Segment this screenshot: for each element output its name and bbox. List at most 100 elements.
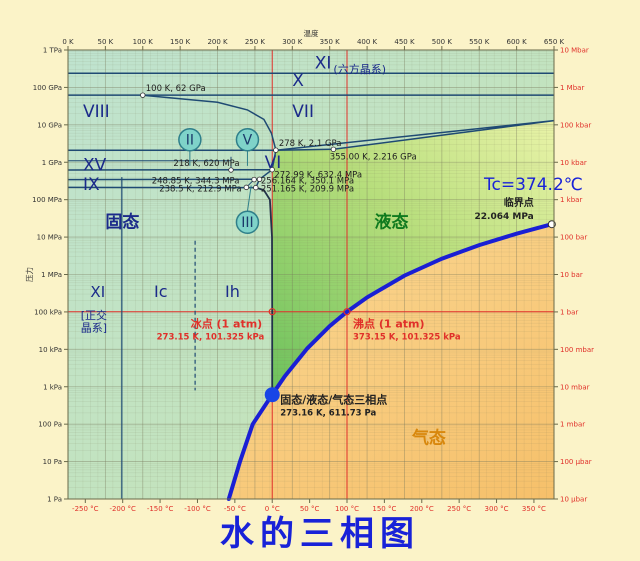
phase-point <box>256 176 263 183</box>
top-axis-tick-label: 650 K <box>544 38 565 46</box>
right-axis-tick-label: 1 bar <box>560 308 578 316</box>
phase-point <box>273 147 279 153</box>
right-axis-tick-label: 100 μbar <box>560 458 592 466</box>
phase-label-gas: 气态 <box>411 428 446 449</box>
vaporization-curve <box>226 222 554 501</box>
phase-label-xi-low-note1: [正交 <box>81 308 107 322</box>
phase-label-vi: VI <box>265 153 282 173</box>
top-axis-tick-label: 0 K <box>62 38 74 46</box>
phase-point <box>243 184 250 191</box>
background-layer <box>68 50 554 499</box>
critical-point-title: 临界点 <box>504 196 534 209</box>
boiling-point-marker <box>343 308 351 316</box>
phase-label-ih: Ih <box>225 282 240 301</box>
bottom-axis-tick-label: 50 °C <box>300 505 320 513</box>
right-axis-tick-label: 10 kbar <box>560 159 587 167</box>
right-axis-tick-label: 1 Mbar <box>560 84 584 92</box>
gas-region <box>68 224 554 499</box>
bottom-axis-tick-label: 250 °C <box>447 505 471 513</box>
boiling-point-title: 沸点 (1 atm) <box>353 317 425 331</box>
bottom-axis-tick-label: -250 °C <box>72 505 99 513</box>
left-axis-tick-label: 10 GPa <box>37 121 62 129</box>
bottom-axis-tick-label: 100 °C <box>335 505 359 513</box>
top-axis-tick-label: 550 K <box>469 38 490 46</box>
boundary-viii-vii <box>142 94 277 151</box>
left-axis-tick-label: 10 Pa <box>43 458 62 466</box>
phase-label-solid: 固态 <box>105 212 139 233</box>
top-axis-tick-label: 500 K <box>432 38 453 46</box>
right-axis-tick-label: 10 Mbar <box>560 47 589 55</box>
liquid-region <box>272 120 554 395</box>
phase-point <box>269 166 275 173</box>
top-axis-tick-label: 450 K <box>394 38 415 46</box>
phase-label-xi-hex: XI <box>315 54 332 74</box>
boundary-vi-v-iii <box>255 150 277 188</box>
phase-point <box>228 167 234 173</box>
bottom-axis-tick-label: -50 °C <box>224 505 246 513</box>
freezing-point-title: 冰点 (1 atm) <box>191 317 263 331</box>
point-label: 238.5 K, 212.9 MPa <box>159 184 241 194</box>
top-axis-tick-label: 200 K <box>207 38 228 46</box>
top-axis-tick-label: 100 K <box>133 38 154 46</box>
left-axis-tick-label: 100 MPa <box>32 196 62 204</box>
phase-label-liquid: 液态 <box>375 212 409 233</box>
bottom-axis-tick-label: -150 °C <box>147 505 174 513</box>
critical-point-label: 22.064 MPa <box>475 212 534 222</box>
left-axis-tick-label: 1 GPa <box>42 159 62 167</box>
bottom-axis-tick-label: 150 °C <box>372 505 396 513</box>
point-label: 248.85 K, 344.3 MPa <box>152 177 240 187</box>
top-axis-tick-label: 350 K <box>320 38 341 46</box>
left-axis-tick-label: 100 GPa <box>33 84 62 92</box>
left-axis-tick-label: 10 kPa <box>39 346 62 354</box>
bottom-axis-tick-label: -200 °C <box>109 505 136 513</box>
phase-label-xi-low-note2: 晶系] <box>81 321 107 334</box>
right-axis-tick-label: 100 mbar <box>560 346 594 354</box>
phase-label-xv: XV <box>83 156 107 176</box>
point-label: 251.165 K, 209.9 MPa <box>261 185 354 195</box>
top-axis-label: 温度 <box>304 28 319 38</box>
top-axis-tick-label: 400 K <box>357 38 378 46</box>
phase-label-ii: II <box>186 133 194 149</box>
phase-label-xi-hex-note: (六方晶系) <box>333 62 386 76</box>
freezing-point-marker <box>268 308 276 316</box>
bottom-axis-tick-label: -100 °C <box>184 505 211 513</box>
phase-label-ic: Ic <box>154 282 168 301</box>
left-axis-tick-label: 1 MPa <box>41 271 62 279</box>
top-axis-tick-label: 300 K <box>282 38 303 46</box>
boiling-point-label: 373.15 K, 101.325 kPa <box>353 333 461 343</box>
boundary-lines-layer <box>67 50 556 501</box>
phase-point <box>253 184 259 191</box>
right-axis-tick-label: 100 kbar <box>560 121 591 129</box>
left-axis-tick-label: 10 MPa <box>37 234 62 242</box>
phase-label-xi-low: XI <box>90 283 105 301</box>
triple-point-marker <box>264 387 280 403</box>
bottom-axis-tick-label: 350 °C <box>522 505 546 513</box>
phase-label-iii: III <box>241 215 253 231</box>
point-label: 100 K, 62 GPa <box>146 84 206 94</box>
freezing-point-label: 273.15 K, 101.325 kPa <box>157 333 265 343</box>
left-axis-tick-label: 1 Pa <box>47 496 62 504</box>
boundary-vi-vii <box>275 148 334 151</box>
left-axis-label: 压力 <box>24 267 34 282</box>
bottom-axis-tick-label: 0 °C <box>265 505 280 513</box>
point-label: 256.164 K, 350.1 MPa <box>261 176 354 186</box>
right-axis-tick-label: 100 bar <box>560 234 587 242</box>
top-axis-tick-label: 600 K <box>507 38 528 46</box>
phase-label-viii: VIII <box>83 102 110 122</box>
right-axis-tick-label: 10 bar <box>560 271 583 279</box>
left-axis-tick-label: 100 Pa <box>38 421 62 429</box>
phase-label-iii-leader <box>246 185 252 212</box>
phase-label-ix: IX <box>83 175 100 195</box>
right-axis-tick-label: 1 kbar <box>560 196 582 204</box>
left-axis-tick-label: 100 kPa <box>34 308 62 316</box>
triple-point-title: 固态/液态/气态三相点 <box>280 393 387 407</box>
point-label: 272.99 K, 632.4 MPa <box>274 171 362 181</box>
phase-label-v: V <box>243 133 253 149</box>
right-axis-tick-label: 10 mbar <box>560 383 590 391</box>
caption-title: 水的三相图 <box>220 514 420 554</box>
bottom-axis-tick-label: 200 °C <box>410 505 434 513</box>
phase-label-vii: VII <box>292 102 314 122</box>
phase-point <box>330 146 337 153</box>
left-axis-tick-label: 1 TPa <box>43 47 62 55</box>
